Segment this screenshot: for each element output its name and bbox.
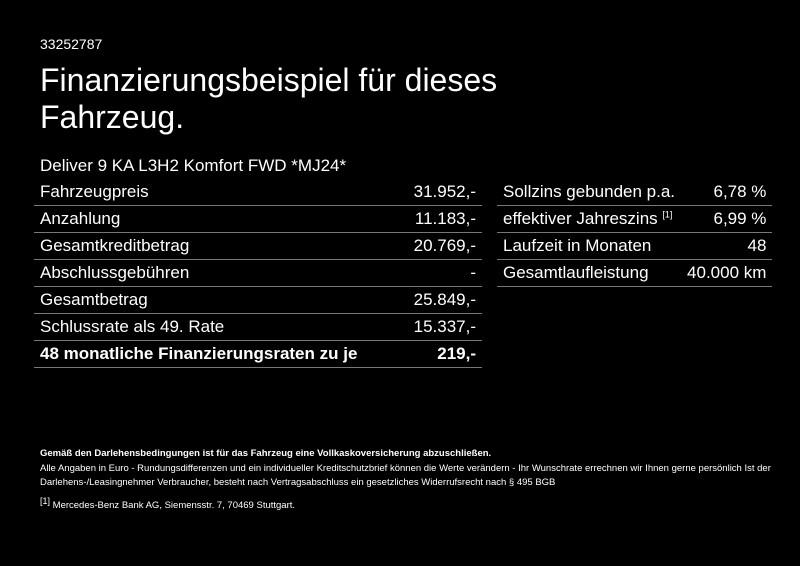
label: Laufzeit in Monaten	[497, 232, 682, 260]
value: 31.952,-	[399, 179, 482, 206]
row: 48 monatliche Finanzierungsraten zu je 21…	[34, 340, 482, 368]
label: Sollzins gebunden p.a.	[497, 179, 682, 206]
label: Schlussrate als 49. Rate	[34, 313, 400, 341]
label: Fahrzeugpreis	[34, 179, 400, 206]
row: Sollzins gebunden p.a. 6,78 %	[497, 179, 773, 206]
label: Gesamtbetrag	[34, 286, 400, 314]
finance-table: Fahrzeugpreis 31.952,- Anzahlung 11.183,- Ge…	[34, 179, 482, 368]
label: effektiver Jahreszins [1]	[497, 205, 682, 233]
footnote-text: Mercedes-Benz Bank AG, Siemensstr. 7, 70…	[52, 500, 296, 512]
label: Abschlussgebühren	[34, 259, 400, 287]
row: Gesamtbetrag 25.849,-	[34, 286, 482, 314]
footnote-ref: [1]	[662, 209, 673, 220]
label: Anzahlung	[34, 205, 400, 233]
footnote: [1] Mercedes-Benz Bank AG, Siemensstr. 7…	[40, 494, 780, 513]
row: Schlussrate als 49. Rate 15.337,-	[34, 313, 482, 341]
value: -	[399, 259, 482, 287]
value: 11.183,-	[399, 205, 482, 233]
value: 219,-	[399, 340, 482, 368]
row: Gesamtlaufleistung 40.000 km	[497, 259, 773, 287]
value: 40.000 km	[681, 259, 773, 287]
footnote-marker: [1]	[40, 496, 51, 506]
row: Anzahlung 11.183,-	[34, 205, 482, 233]
row: Gesamtkreditbetrag 20.769,-	[34, 232, 482, 260]
value: 15.337,-	[399, 313, 482, 341]
insurance-note: Gemäß den Darlehensbedingungen ist für d…	[40, 448, 492, 459]
value: 6,78 %	[681, 179, 773, 206]
model: Deliver 9 KA L3H2 Komfort FWD *MJ24*	[40, 156, 347, 175]
row: Abschlussgebühren -	[34, 259, 482, 287]
terms-table: Sollzins gebunden p.a. 6,78 % effektiver J…	[497, 179, 773, 287]
row: Laufzeit in Monaten 48	[497, 232, 773, 260]
label: 48 monatliche Finanzierungsraten zu je	[34, 340, 400, 368]
offer-id: 33252787	[40, 36, 103, 52]
value: 48	[681, 232, 773, 260]
value: 6,99 %	[681, 205, 773, 233]
row: effektiver Jahreszins [1] 6,99 %	[497, 205, 773, 233]
label: Gesamtlaufleistung	[497, 259, 682, 287]
label: Gesamtkreditbetrag	[34, 232, 400, 260]
row: Fahrzeugpreis 31.952,-	[34, 179, 482, 206]
disclaimer: Alle Angaben in Euro - Rundungsdifferenz…	[40, 463, 771, 488]
value: 25.849,-	[399, 286, 482, 314]
title: Finanzierungsbeispiel für dieses Fahrzeu…	[40, 62, 498, 135]
value: 20.769,-	[399, 232, 482, 260]
